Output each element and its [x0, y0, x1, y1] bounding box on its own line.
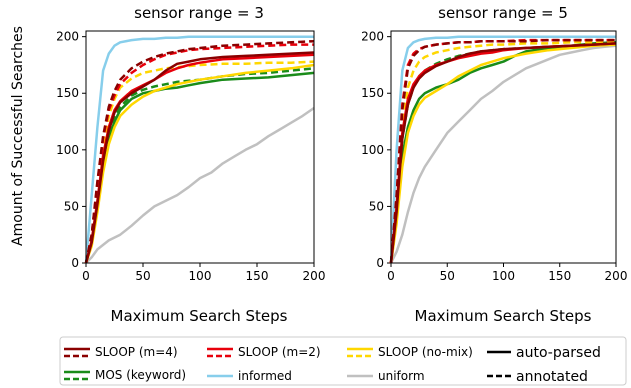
series-line-uniform-solid	[389, 44, 617, 264]
x-tick-label: 100	[189, 269, 212, 283]
x-tick-label: 200	[605, 269, 628, 283]
x-tick-label: 50	[135, 269, 150, 283]
y-tick-label: 150	[56, 86, 79, 100]
x-tick-label: 150	[548, 269, 571, 283]
legend-label: uniform	[378, 369, 425, 383]
series-line-informed-solid	[84, 35, 314, 264]
legend-item-sloop-m2: SLOOP (m=2)	[207, 345, 321, 359]
legend-item-sloop-nomix: SLOOP (no-mix)	[347, 345, 473, 359]
series-line-informed-solid	[389, 35, 616, 264]
y-tick-label: 100	[56, 143, 79, 157]
dual-line-swatch-icon	[207, 347, 233, 358]
legend-item-uniform: uniform	[347, 369, 425, 383]
series-line-sloop_nomix-dashed	[84, 60, 315, 264]
dual-line-swatch-icon	[347, 347, 373, 358]
y-tick-label: 0	[376, 256, 384, 270]
axis-ticks: 0 50 100 150 200 0 50 100 150 200	[361, 30, 627, 283]
series-line-sloop_m4-dashed	[389, 38, 616, 264]
series-line-sloop_nomix-solid	[389, 43, 617, 264]
plot-area	[389, 35, 617, 264]
y-tick-label: 200	[56, 30, 79, 44]
shared-ylabel: Amount of Successful Searches	[10, 26, 26, 246]
legend-box	[59, 336, 627, 386]
legend-label: SLOOP (m=4)	[95, 345, 178, 359]
series-line-mos_keyword-solid	[389, 41, 617, 264]
legend-style-dashed: annotated	[487, 369, 588, 385]
x-tick-label: 150	[246, 269, 269, 283]
panel-title: sensor range = 5	[438, 4, 568, 22]
series-line-sloop_m2-solid	[389, 42, 617, 264]
legend-label: informed	[238, 369, 292, 383]
legend-label: SLOOP (no-mix)	[378, 345, 473, 359]
legend-label: auto-parsed	[516, 345, 601, 361]
series-line-sloop_m4-solid	[389, 42, 617, 264]
plot-frame	[85, 30, 315, 264]
chart-panel-range-5: sensor range = 5 Maximum Search Steps 0 5…	[361, 4, 627, 325]
y-tick-label: 50	[64, 199, 79, 213]
axis-ticks: 0 50 100 150 200 0 50 100 150 200	[56, 30, 325, 283]
x-tick-label: 0	[82, 269, 90, 283]
series-line-sloop_m4-dashed	[84, 39, 315, 264]
legend-style-solid: auto-parsed	[487, 345, 601, 361]
panel-title: sensor range = 3	[134, 4, 264, 22]
plot-area	[84, 35, 315, 264]
series-line-uniform-solid	[85, 106, 315, 264]
y-tick-label: 50	[369, 199, 384, 213]
legend-label: SLOOP (m=2)	[238, 345, 321, 359]
y-tick-label: 100	[361, 143, 384, 157]
legend-label: annotated	[516, 369, 588, 385]
y-tick-label: 0	[71, 256, 79, 270]
x-axis-label: Maximum Search Steps	[415, 307, 592, 325]
x-tick-label: 0	[387, 269, 395, 283]
legend-item-sloop-m4: SLOOP (m=4)	[64, 345, 178, 359]
x-tick-label: 50	[440, 269, 455, 283]
chart-panel-range-3: sensor range = 3 Maximum Search Steps 0 5…	[56, 4, 325, 325]
dual-line-swatch-icon	[64, 370, 90, 381]
x-tick-label: 200	[303, 269, 326, 283]
series-line-sloop_nomix-dashed	[389, 41, 616, 264]
series-line-sloop_m4-solid	[84, 51, 315, 264]
legend-label: MOS (keyword)	[95, 368, 186, 382]
series-line-mos_keyword-dashed	[389, 42, 617, 264]
series-line-sloop_nomix-solid	[84, 63, 315, 264]
y-tick-label: 150	[361, 86, 384, 100]
legend: SLOOP (m=4) SLOOP (m=2) SLOOP (no-mix) a…	[59, 336, 627, 386]
x-axis-label: Maximum Search Steps	[111, 307, 288, 325]
plot-frame	[390, 30, 617, 264]
legend-item-mos-keyword: MOS (keyword)	[64, 368, 186, 382]
legend-item-informed: informed	[207, 369, 292, 383]
y-tick-label: 200	[361, 30, 384, 44]
dual-line-swatch-icon	[64, 347, 90, 358]
x-tick-label: 100	[492, 269, 515, 283]
